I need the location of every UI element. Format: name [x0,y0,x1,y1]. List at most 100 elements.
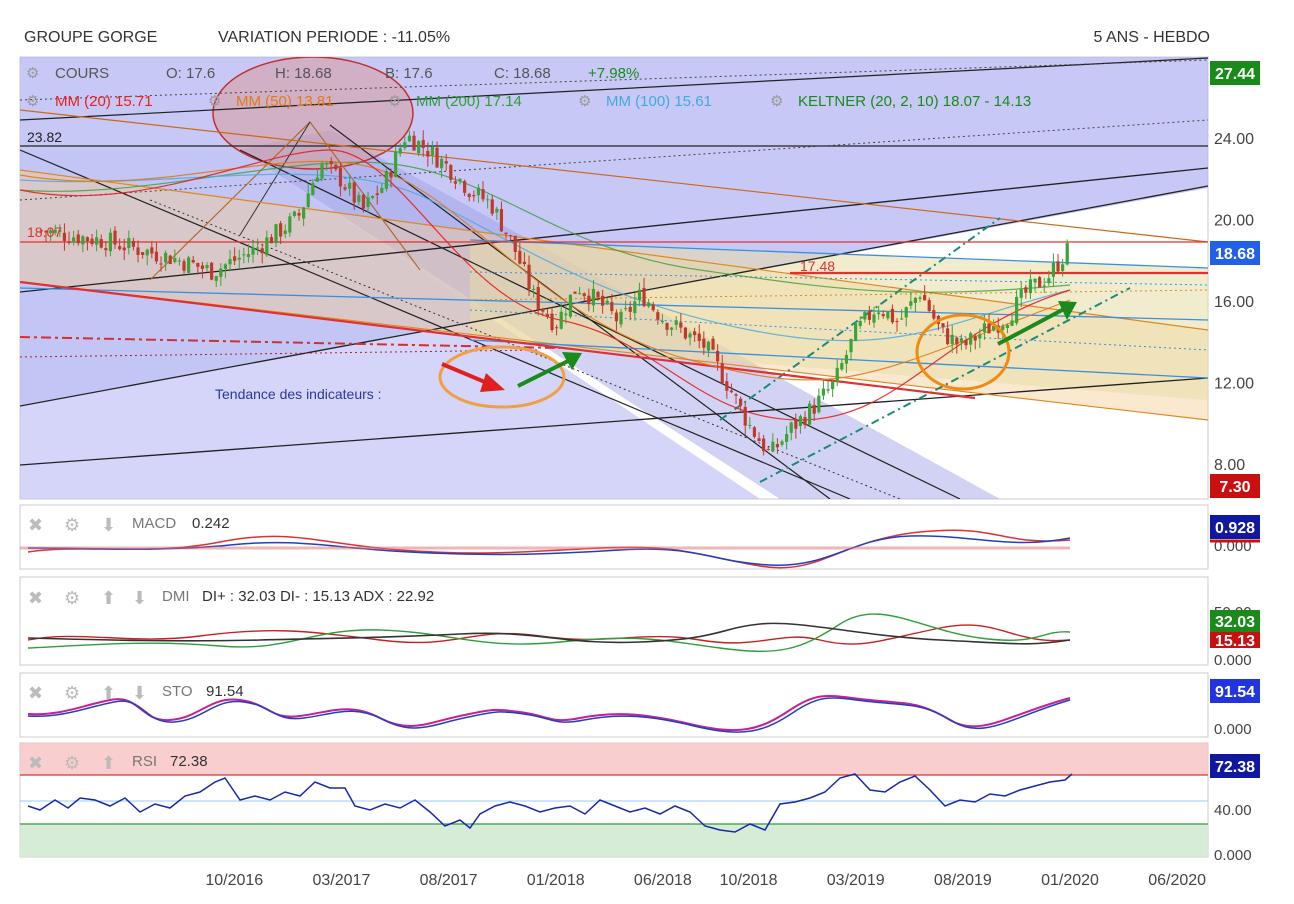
candle-body [85,237,90,241]
candle-body [108,232,113,252]
green-up-arrow [517,352,582,388]
candle-body [844,354,849,364]
mm100-line [20,173,1071,342]
gear-icon[interactable]: ⚙ [64,683,80,703]
candle-body [458,178,462,182]
gear-icon[interactable]: ⚙ [64,753,80,773]
sto-panel: ✖ ⚙ ⬆ ⬇ STO 91.54 0.000 91.54 [19,672,1260,738]
candle-body [325,163,329,165]
sto-value: 91.54 [206,683,244,700]
legend-close: C: 18.68 [494,65,551,82]
gear-icon[interactable]: ⚙ [388,93,401,110]
candle-body [348,182,352,189]
candle-body [417,141,421,154]
candle-body [688,333,692,338]
candle-body [1028,279,1033,294]
candle-body [720,363,724,384]
candle-body [412,135,416,151]
candle-body [260,248,264,254]
candle-body [541,308,545,312]
candle-body [44,230,48,233]
candle-body [946,328,950,345]
candle-body [1019,289,1023,298]
candle-body [504,232,508,235]
candle-body [877,312,881,315]
candle-body [1001,326,1005,330]
gear-icon[interactable]: ⚙ [578,93,591,110]
candle-body [679,322,683,328]
candle-body [752,427,757,437]
arrow-up-icon[interactable]: ⬆ [101,588,116,608]
price-legend: ⚙ COURS O: 17.6 H: 18.68 B: 17.6 C: 18.6… [26,65,1031,110]
gear-icon[interactable]: ⚙ [26,65,39,82]
arrow-up-icon[interactable]: ⬆ [101,753,116,773]
candle-body [913,297,918,303]
candle-body [532,288,536,290]
candle-body [932,310,936,319]
gear-icon[interactable]: ⚙ [26,93,39,110]
gear-icon[interactable]: ⚙ [64,515,80,535]
candle-body [1005,324,1010,328]
candle-body [568,294,573,317]
dmi-value: DI+ : 32.03 DI- : 15.13 ADX : 22.92 [202,588,434,605]
gear-icon[interactable]: ⚙ [770,93,783,110]
candle-body [729,390,734,393]
red-down-arrow [441,362,505,392]
candle-body [812,404,816,414]
x-tick-label: 06/2020 [1148,872,1206,889]
candle-body [1010,320,1014,326]
candle-body [113,230,117,245]
candle-body [803,417,807,426]
close-icon[interactable]: ✖ [28,588,43,608]
candle-body [210,262,214,280]
candle-body [53,229,57,233]
candle-body [329,161,333,165]
close-icon[interactable]: ✖ [28,515,43,535]
arrow-down-icon[interactable]: ⬇ [132,588,147,608]
candle-body [693,331,697,336]
candle-body [840,363,844,370]
arrow-up-icon[interactable]: ⬆ [101,683,116,703]
candle-body [352,182,356,203]
close-icon[interactable]: ✖ [28,753,43,773]
candle-body [665,323,669,330]
legend-mm100: MM (100) 15.61 [606,93,712,110]
y-tick-label: 20.00 [1214,213,1254,230]
svg-text:0.928: 0.928 [1215,520,1255,537]
gear-icon[interactable]: ⚙ [64,588,80,608]
candle-body [647,302,651,307]
candle-body [371,195,375,198]
close-icon[interactable]: ✖ [28,683,43,703]
candle-body [886,311,890,319]
indicator-trend-label: Tendance des indicateurs : [215,386,382,402]
gear-icon[interactable]: ⚙ [208,93,221,110]
candle-body [292,211,297,216]
arrow-down-icon[interactable]: ⬇ [132,683,147,703]
candle-body [269,237,274,244]
candle-body [614,312,619,322]
candle-body [256,247,260,249]
candle-body [826,389,830,391]
arrow-down-icon[interactable]: ⬇ [101,515,116,535]
candle-body [909,301,913,306]
candle-body [279,223,283,237]
candle-body [76,234,80,244]
candle-body [513,235,517,252]
mm50-line [20,160,1071,381]
rsi-tick-0: 0.000 [1214,847,1252,864]
svg-text:7.30: 7.30 [1219,479,1250,496]
candle-body [578,293,582,295]
legend-cours: COURS [55,65,109,82]
candle-body [771,441,775,452]
legend-keltner: KELTNER (20, 2, 10) 18.07 - 14.13 [798,93,1031,110]
candle-body [683,327,688,339]
candle-body [407,135,412,142]
candle-body [398,148,402,154]
svg-text:18.68: 18.68 [1215,246,1255,263]
badge-dmi-plus: 32.03 [1210,610,1260,632]
macd-label: MACD [132,515,176,532]
candle-body [453,181,458,184]
candle-body [550,313,554,330]
candle-body [403,142,407,149]
candle-body [95,237,99,245]
